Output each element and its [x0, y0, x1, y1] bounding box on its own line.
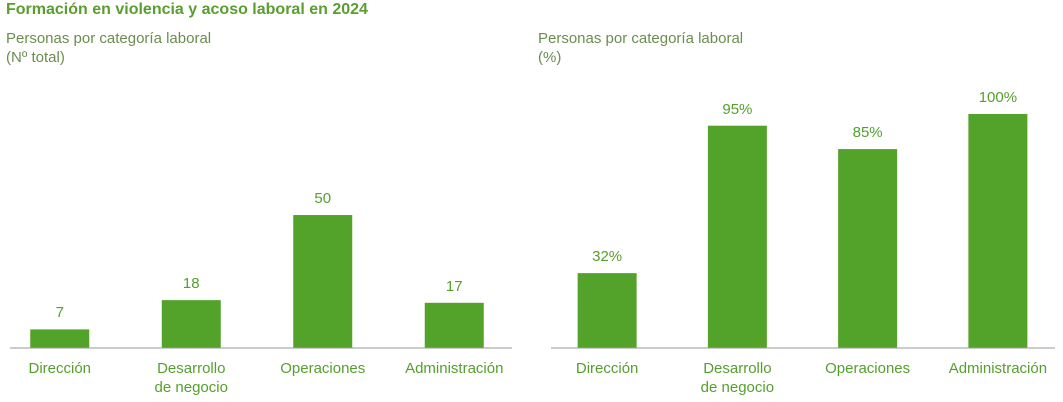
value-label: 100% — [978, 89, 1018, 106]
bar — [424, 302, 484, 348]
value-label: 18 — [182, 275, 200, 293]
bar — [30, 329, 90, 348]
bar — [838, 149, 898, 348]
x-tick-label: Dirección — [575, 360, 639, 377]
x-tick-label: Administración — [405, 360, 504, 377]
value-label: 50 — [314, 190, 332, 208]
value-label: 95% — [722, 100, 753, 118]
page-title: Formación en violencia y acoso laboral e… — [6, 1, 368, 18]
x-tick-label: Desarrollo de negocio — [700, 360, 775, 396]
x-tick-label: Operaciones — [825, 360, 911, 377]
value-label: 32% — [592, 248, 623, 266]
x-tick-label: Operaciones — [280, 360, 366, 377]
x-tick-label: Administración — [948, 360, 1048, 377]
value-label: 17 — [445, 277, 463, 295]
bar — [161, 300, 221, 348]
value-label: 85% — [852, 124, 883, 142]
bar — [968, 114, 1028, 348]
x-tick-label: Desarrollo de negocio — [154, 360, 228, 396]
chart-subtitle: Personas por categoría laboral (%) — [538, 30, 744, 66]
bar — [293, 215, 353, 348]
bar — [577, 273, 637, 348]
x-tick-label: Dirección — [28, 360, 92, 377]
bar — [707, 125, 767, 348]
value-label: 7 — [55, 304, 64, 322]
chart-subtitle: Personas por categoría laboral (Nº total… — [6, 30, 212, 66]
